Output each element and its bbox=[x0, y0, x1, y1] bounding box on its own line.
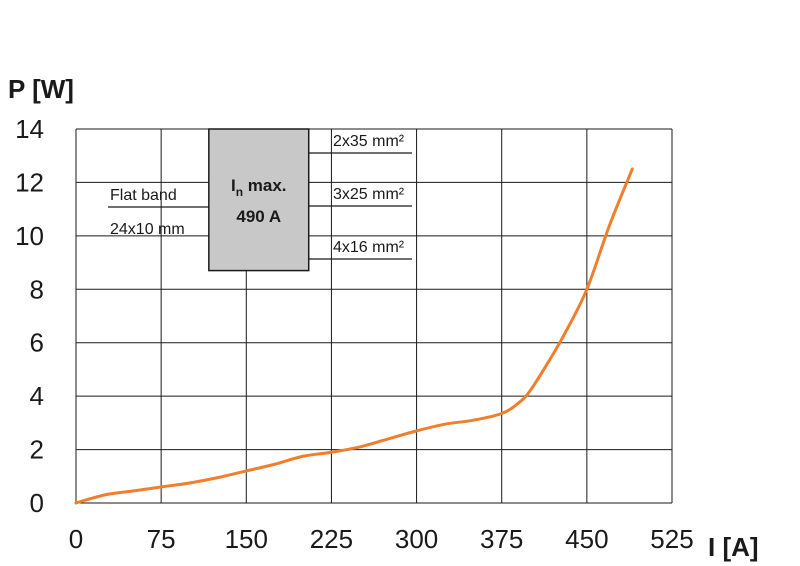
y-tick-label-2: 4 bbox=[30, 381, 44, 411]
y-tick-label-1: 2 bbox=[30, 435, 44, 465]
x-tick-label-3: 225 bbox=[310, 524, 353, 554]
x-tick-label-6: 450 bbox=[565, 524, 608, 554]
box-rated-current-value: 490 A bbox=[236, 207, 281, 226]
grid-lines bbox=[75, 128, 673, 504]
flat-band-label: Flat band bbox=[110, 187, 177, 204]
box-rated-current-label: In max. bbox=[231, 176, 287, 199]
wire-label-2: 4x16 mm² bbox=[333, 239, 405, 256]
flat-band-size-label: 24x10 mm bbox=[110, 221, 185, 238]
series-line-0 bbox=[74, 167, 634, 505]
tick-labels: 0 75 150 225 300 375 450 525 0 2 4 6 8 10 12 14 bbox=[15, 114, 694, 554]
x-tick-label-4: 300 bbox=[395, 524, 438, 554]
x-tick-label-7: 525 bbox=[650, 524, 693, 554]
x-tick-label-1: 75 bbox=[147, 524, 176, 554]
y-tick-label-6: 12 bbox=[15, 167, 44, 197]
series-layer bbox=[74, 167, 634, 505]
y-tick-label-0: 0 bbox=[30, 488, 44, 518]
wire-label-1: 3x25 mm² bbox=[333, 186, 405, 203]
rated-current-box bbox=[208, 128, 310, 272]
y-tick-label-5: 10 bbox=[15, 221, 44, 251]
rated-current-box-group: In max. 490 A Flat band 24x10 mm 2x35 mm² 3x2… bbox=[108, 128, 412, 272]
wire-label-0: 2x35 mm² bbox=[333, 133, 405, 150]
y-tick-label-3: 6 bbox=[30, 328, 44, 358]
y-axis-label: P [W] bbox=[8, 74, 74, 104]
x-axis-label: I [A] bbox=[708, 532, 759, 562]
y-tick-label-7: 14 bbox=[15, 114, 44, 144]
x-tick-label-5: 375 bbox=[480, 524, 523, 554]
x-tick-label-2: 150 bbox=[225, 524, 268, 554]
y-tick-label-4: 8 bbox=[30, 274, 44, 304]
x-tick-label-0: 0 bbox=[69, 524, 83, 554]
